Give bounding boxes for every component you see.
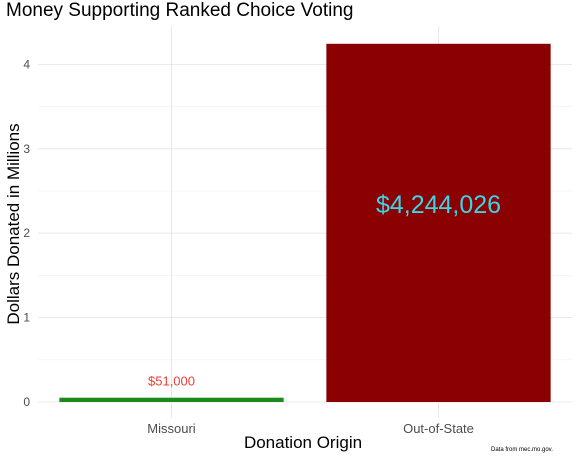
y-tick-label: 1 xyxy=(23,311,30,325)
x-tick-label: Out-of-State xyxy=(403,421,474,436)
data-label: $4,244,026 xyxy=(376,191,501,219)
source-note: Data from mec.mo.gov. xyxy=(491,447,553,453)
y-tick-label: 2 xyxy=(23,226,30,240)
chart-title: Money Supporting Ranked Choice Voting xyxy=(6,0,354,21)
x-axis-label: Donation Origin xyxy=(243,433,363,452)
y-tick-label: 3 xyxy=(23,142,30,156)
bar xyxy=(59,397,284,402)
bar xyxy=(326,43,551,403)
y-tick-label: 0 xyxy=(23,395,30,409)
data-label: $51,000 xyxy=(148,374,195,389)
x-tick-label: Missouri xyxy=(147,421,196,436)
y-tick-label: 4 xyxy=(23,57,30,71)
